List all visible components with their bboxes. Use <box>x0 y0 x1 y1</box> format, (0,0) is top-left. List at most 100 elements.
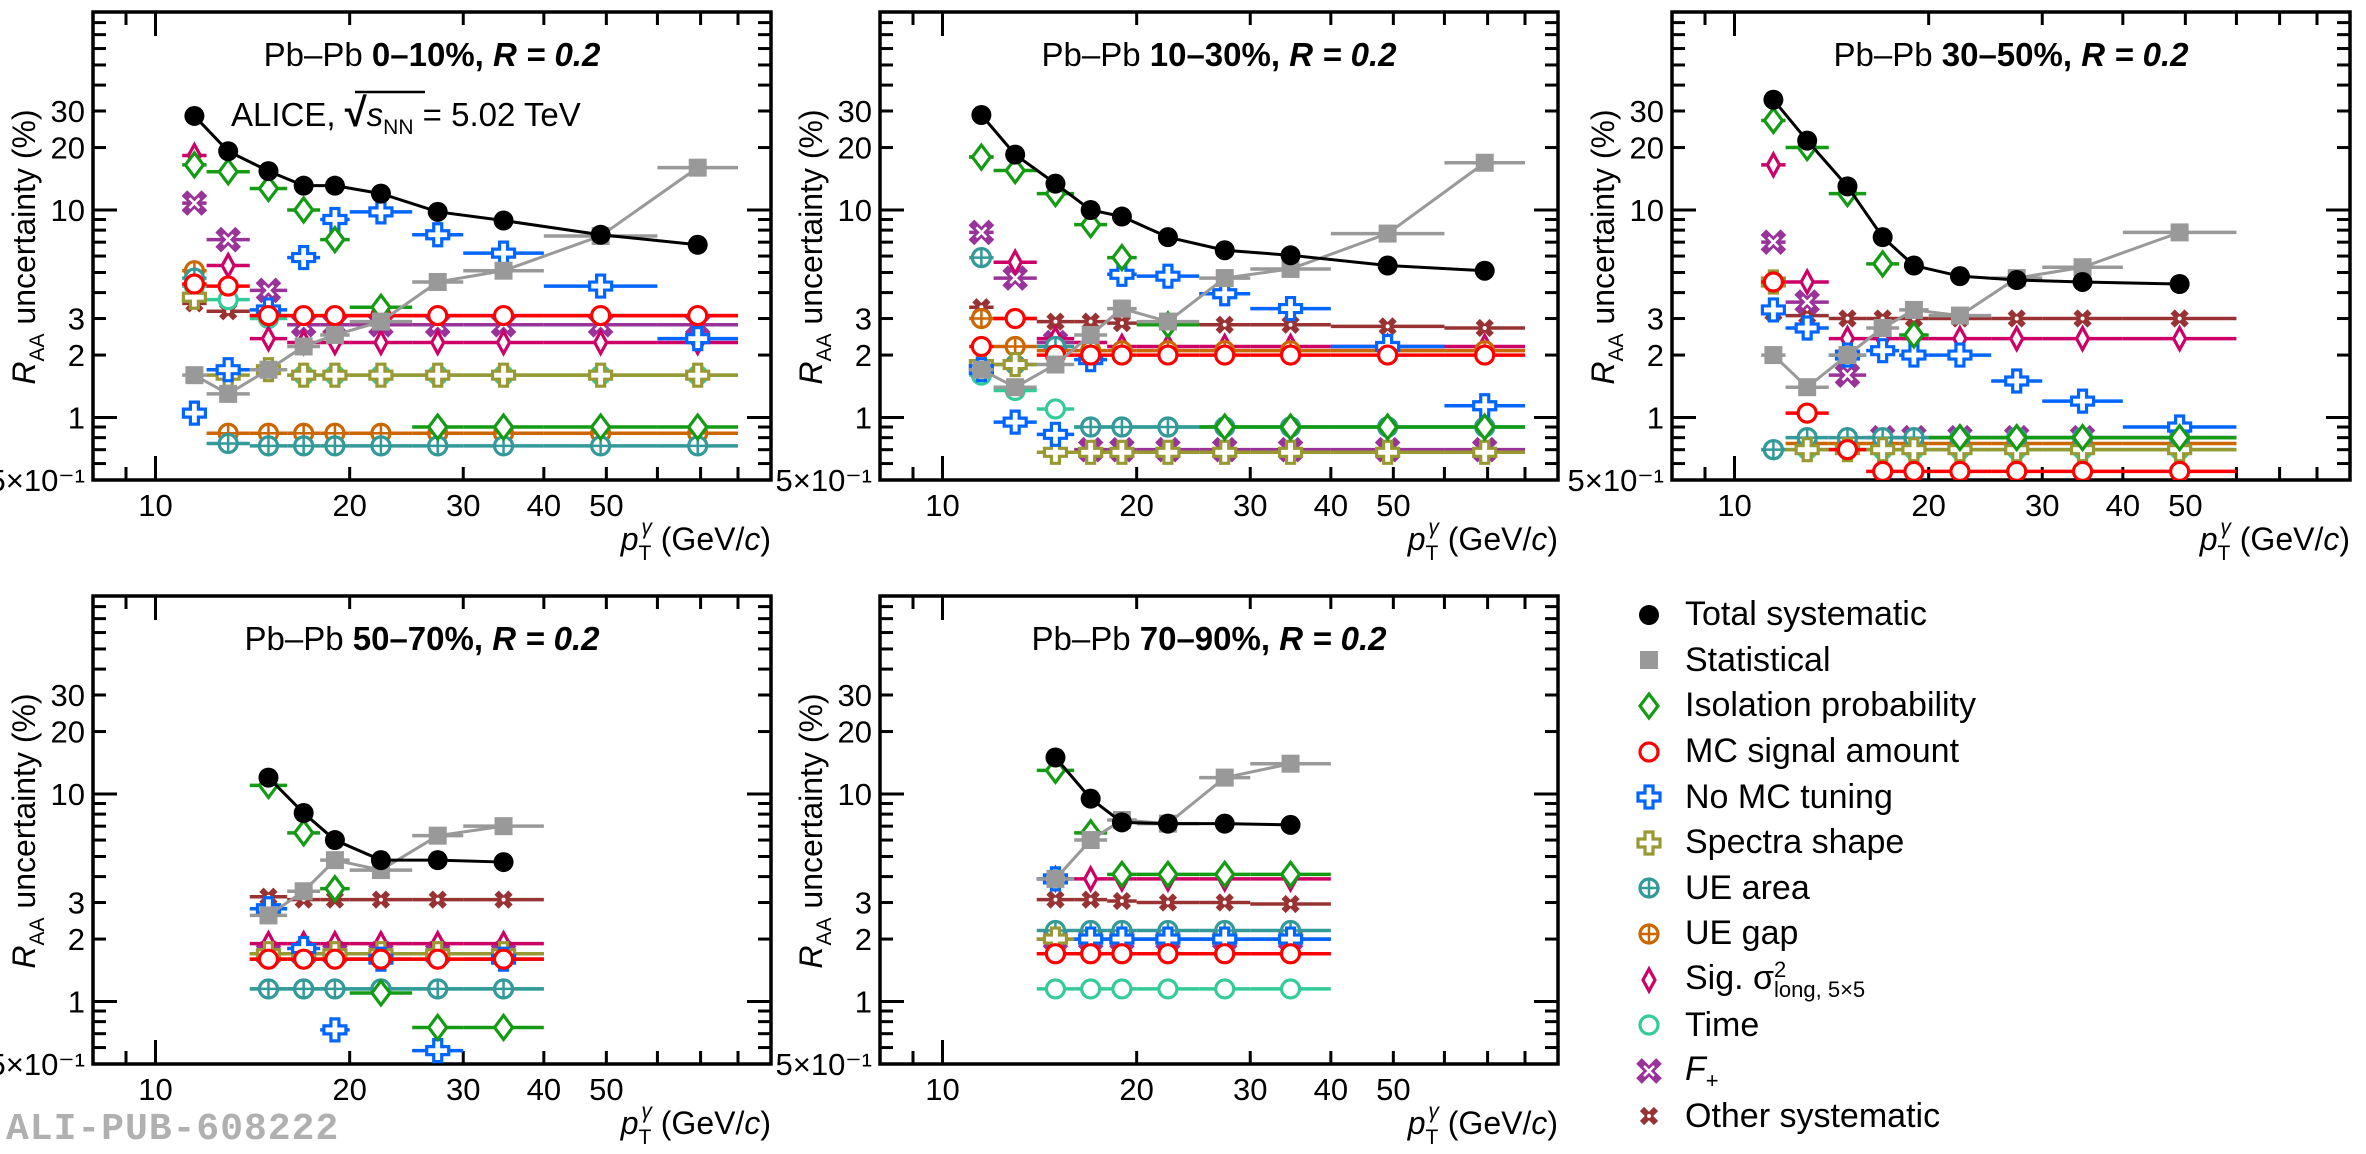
data-point <box>1763 89 1784 110</box>
legend-marker <box>1640 651 1658 670</box>
title-radius: R = 0.2 <box>493 36 601 73</box>
data-point <box>1279 344 1302 366</box>
data-point <box>2073 258 2092 277</box>
marker-plus <box>1112 418 1131 437</box>
data-point <box>1005 144 1026 165</box>
legend-label-text: No MC tuning <box>1685 777 1893 816</box>
data-point <box>257 304 280 327</box>
data-point <box>2008 324 2025 353</box>
series-total-systematic <box>258 767 514 873</box>
x-tick-label: 10 <box>925 488 959 523</box>
legend-marker <box>1638 691 1660 721</box>
y-axis-label: RAA uncertainty (%) <box>793 109 836 384</box>
legend-label: UE area <box>1685 869 1810 908</box>
legend-item: UE gap <box>1625 911 1976 957</box>
data-point-inner <box>226 309 231 314</box>
data-point <box>492 1012 515 1043</box>
legend-marker-shape <box>1636 830 1662 856</box>
y-tick-label: 2 <box>68 922 85 957</box>
data-layer <box>1760 89 2237 480</box>
data-point-inner <box>1088 897 1093 902</box>
data-point <box>970 246 992 269</box>
data-point <box>1002 409 1028 435</box>
data-point <box>1901 437 1927 463</box>
data-point <box>1279 978 1302 1000</box>
data-point <box>592 328 609 357</box>
data-point <box>1044 943 1067 965</box>
open-cross-icon <box>1625 823 1673 863</box>
title-system: Pb–Pb <box>1031 620 1139 657</box>
data-point <box>970 335 992 358</box>
plot-frame <box>91 10 773 482</box>
data-layer <box>968 105 1526 465</box>
data-point <box>1006 378 1025 397</box>
data-point <box>1214 813 1235 834</box>
legend-item: Time <box>1625 1002 1976 1048</box>
x-axis-label: pTγ (GeV/c) <box>1407 516 1558 565</box>
data-point <box>1903 460 1925 480</box>
y-tick-label: 5×10⁻¹ <box>0 1047 85 1082</box>
data-point <box>1046 355 1065 374</box>
legend-label: Time <box>1685 1006 1759 1045</box>
data-point <box>292 818 315 848</box>
data-point <box>1838 346 1857 365</box>
data-point <box>588 362 614 388</box>
data-point <box>293 435 315 457</box>
data-point <box>1279 412 1302 442</box>
data-point <box>1375 439 1401 465</box>
data-point <box>291 362 317 388</box>
series-total-systematic <box>184 105 708 255</box>
data-point <box>370 850 391 871</box>
y-tick-label: 5×10⁻¹ <box>775 463 872 498</box>
data-point <box>490 362 517 388</box>
data-point <box>185 366 204 385</box>
data-point <box>259 906 278 925</box>
y-tick-label: 2 <box>68 338 85 373</box>
series-total-systematic <box>971 105 1495 281</box>
data-point <box>1080 978 1102 1000</box>
data-point <box>294 882 313 901</box>
data-point <box>1903 255 1924 276</box>
data-point <box>1474 260 1495 281</box>
series-ue-area <box>249 978 544 1000</box>
data-point <box>427 978 449 1000</box>
data-point <box>1762 271 1784 293</box>
subtitle-s-sub: NN <box>383 116 413 139</box>
data-point <box>1110 859 1133 890</box>
data-point-inner <box>1165 900 1170 905</box>
title-system: Pb–Pb <box>244 620 352 657</box>
data-point <box>2169 460 2191 480</box>
data-point <box>258 161 279 182</box>
data-point <box>1109 439 1135 465</box>
data-point <box>426 412 449 442</box>
legend-marker-shape <box>1639 604 1659 625</box>
series-mc-signal-amount <box>1036 943 1331 965</box>
data-point <box>1873 319 1892 338</box>
data-point <box>371 312 390 331</box>
y-tick-label: 10 <box>51 777 85 812</box>
data-point <box>1870 437 1896 463</box>
series-other-systematic <box>1036 890 1331 914</box>
title-radius: R = 0.2 <box>1289 36 1397 73</box>
title-centrality: 0–10%, <box>372 36 493 73</box>
open-circle-icon <box>1625 732 1673 772</box>
data-point <box>322 362 348 388</box>
data-point <box>293 175 314 196</box>
x-tick-label: 50 <box>1376 1072 1410 1107</box>
legend-marker-shape-inner <box>1647 1114 1651 1119</box>
panel-title: Pb–Pb 70–90%, R = 0.2 <box>1031 620 1387 657</box>
data-point <box>588 273 614 299</box>
data-point <box>428 826 447 845</box>
x-tick-label: 10 <box>138 1072 172 1107</box>
data-point <box>1080 344 1102 366</box>
x-tick-label: 30 <box>1233 488 1267 523</box>
legend-label-text: F <box>1685 1050 1706 1089</box>
x-tick-label: 50 <box>1376 488 1410 523</box>
x-tick-label: 30 <box>446 1072 480 1107</box>
x-tick-label: 10 <box>1717 488 1751 523</box>
legend-label-text: UE area <box>1685 868 1810 907</box>
title-centrality: 30–50%, <box>1942 36 2081 73</box>
marker-plus <box>1158 418 1177 437</box>
data-point <box>324 435 346 457</box>
